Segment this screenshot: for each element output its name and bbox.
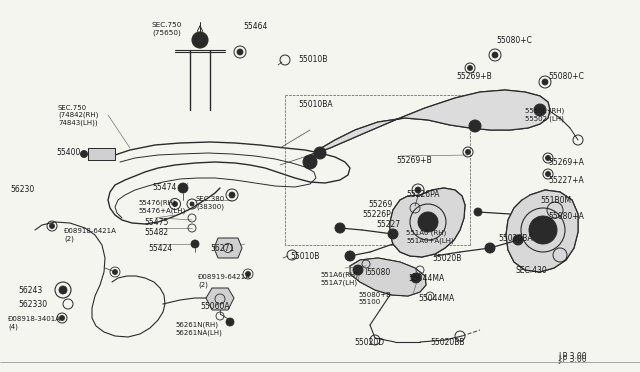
Text: 5550L (RH)
55502 (LH): 5550L (RH) 55502 (LH): [525, 108, 564, 122]
Circle shape: [542, 79, 548, 85]
Circle shape: [345, 251, 355, 261]
Circle shape: [353, 265, 363, 275]
Circle shape: [465, 150, 470, 154]
Text: J.P 3.00: J.P 3.00: [558, 352, 587, 361]
Circle shape: [472, 123, 478, 129]
Circle shape: [59, 286, 67, 294]
Text: 55020D: 55020D: [354, 338, 384, 347]
Text: 55464: 55464: [243, 22, 268, 31]
Text: 55476(RH)
55476+A(LH): 55476(RH) 55476+A(LH): [138, 200, 186, 214]
Circle shape: [191, 240, 199, 248]
Circle shape: [229, 192, 235, 198]
Circle shape: [226, 318, 234, 326]
Text: SEC.750
(75650): SEC.750 (75650): [152, 22, 182, 35]
Text: 55269+A: 55269+A: [548, 158, 584, 167]
Text: 55020BB: 55020BB: [430, 338, 465, 347]
Circle shape: [49, 224, 54, 228]
Circle shape: [469, 120, 481, 132]
Text: Ð08919-6421A
(2): Ð08919-6421A (2): [198, 274, 251, 288]
Text: 55269: 55269: [368, 200, 392, 209]
Text: 55080+A: 55080+A: [548, 212, 584, 221]
Text: 55010BA: 55010BA: [298, 100, 333, 109]
Text: 55482: 55482: [144, 228, 168, 237]
Circle shape: [474, 208, 482, 216]
Circle shape: [492, 52, 498, 58]
Text: 55227: 55227: [376, 220, 400, 229]
Circle shape: [60, 315, 65, 321]
Circle shape: [537, 107, 543, 113]
Circle shape: [545, 171, 550, 176]
Text: 55010B: 55010B: [298, 55, 328, 64]
Text: 55044MA: 55044MA: [408, 274, 444, 283]
Polygon shape: [506, 190, 578, 272]
Circle shape: [246, 272, 250, 276]
Polygon shape: [214, 238, 242, 258]
Circle shape: [113, 269, 118, 275]
Circle shape: [196, 36, 204, 44]
Circle shape: [190, 202, 194, 206]
Text: SEC.380
(38300): SEC.380 (38300): [196, 196, 225, 209]
Circle shape: [388, 229, 398, 239]
Circle shape: [237, 49, 243, 55]
Circle shape: [335, 223, 345, 233]
Circle shape: [173, 202, 177, 206]
Circle shape: [513, 235, 523, 245]
Text: 55475: 55475: [144, 218, 168, 227]
Text: 55400: 55400: [56, 148, 81, 157]
Text: SEC.430: SEC.430: [516, 266, 548, 275]
Polygon shape: [310, 90, 550, 158]
Circle shape: [314, 147, 326, 159]
Circle shape: [81, 151, 88, 157]
Circle shape: [411, 273, 421, 283]
Text: 56261N(RH)
56261NA(LH): 56261N(RH) 56261NA(LH): [175, 322, 222, 336]
Text: 56271: 56271: [210, 244, 234, 253]
Text: 55020BA: 55020BA: [498, 234, 532, 243]
Text: 55080+C: 55080+C: [548, 72, 584, 81]
Text: 55044MA: 55044MA: [418, 294, 454, 303]
Text: 55226P: 55226P: [362, 210, 391, 219]
Polygon shape: [350, 258, 426, 296]
Text: 55080+C: 55080+C: [496, 36, 532, 45]
Circle shape: [317, 150, 323, 156]
Circle shape: [418, 212, 438, 232]
Text: 55020B: 55020B: [432, 254, 461, 263]
Text: 56243: 56243: [18, 286, 42, 295]
Circle shape: [485, 243, 495, 253]
Text: 56230: 56230: [10, 185, 35, 194]
Polygon shape: [206, 288, 234, 310]
Circle shape: [534, 104, 546, 116]
Text: 562330: 562330: [18, 300, 47, 309]
Text: 55226PA: 55226PA: [406, 190, 440, 199]
Text: Ð08918-3401A
(4): Ð08918-3401A (4): [8, 316, 61, 330]
Text: 55010B: 55010B: [290, 252, 319, 261]
Circle shape: [529, 216, 557, 244]
Text: 551B0M: 551B0M: [540, 196, 571, 205]
Text: 55080+B
55100: 55080+B 55100: [358, 292, 391, 305]
Circle shape: [467, 65, 472, 71]
Text: 55227+A: 55227+A: [548, 176, 584, 185]
Text: 55474: 55474: [152, 183, 177, 192]
Text: 55080: 55080: [366, 268, 390, 277]
Text: Ð08918-6421A
(2): Ð08918-6421A (2): [64, 228, 117, 241]
Text: 55269+B: 55269+B: [396, 156, 432, 165]
Text: 55060A: 55060A: [200, 302, 230, 311]
Polygon shape: [88, 148, 115, 160]
Circle shape: [415, 187, 421, 193]
Text: 55424: 55424: [148, 244, 172, 253]
Polygon shape: [390, 188, 465, 257]
Text: 55269+B: 55269+B: [456, 72, 492, 81]
Text: J.P 3.00: J.P 3.00: [558, 355, 587, 364]
Circle shape: [303, 155, 317, 169]
Text: 551A0 (RH)
551A0+A(LH): 551A0 (RH) 551A0+A(LH): [406, 230, 454, 244]
Circle shape: [545, 155, 550, 160]
Text: 551A6(RH)
551A7(LH): 551A6(RH) 551A7(LH): [320, 272, 358, 286]
Circle shape: [178, 183, 188, 193]
Text: SEC.750
(74842(RH)
74843(LH)): SEC.750 (74842(RH) 74843(LH)): [58, 105, 99, 126]
Circle shape: [192, 32, 208, 48]
